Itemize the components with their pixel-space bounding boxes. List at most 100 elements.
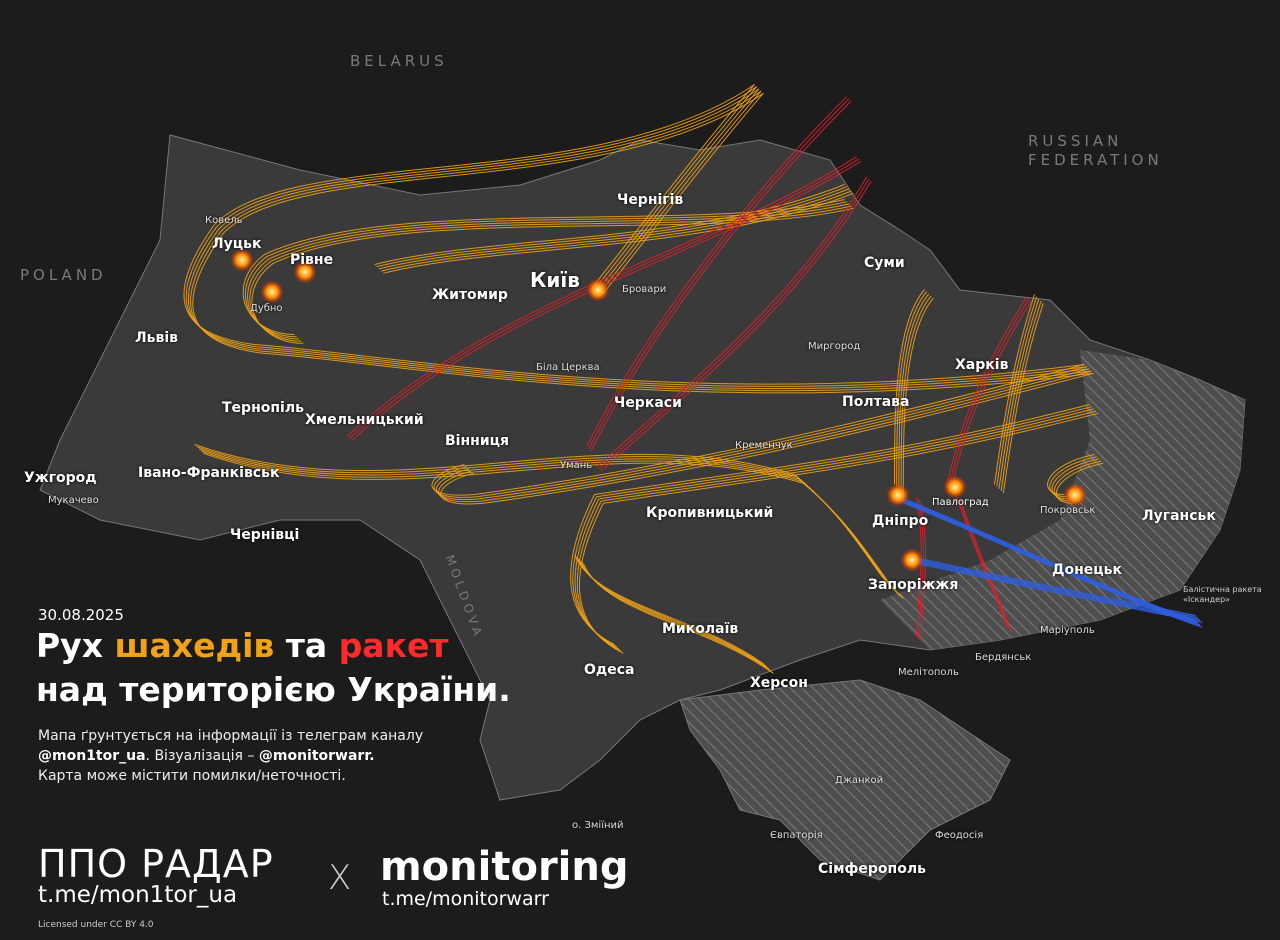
missile-route — [600, 180, 872, 472]
city-ternopil: Тернопіль — [222, 400, 304, 416]
city-lutsk: Луцьк — [212, 236, 262, 252]
city-myrhorod: Миргород — [808, 341, 861, 352]
city-mariupol: Маріуполь — [1040, 625, 1095, 636]
city-zhytomyr: Житомир — [432, 287, 508, 303]
city-sumy: Суми — [864, 255, 905, 271]
shahed-route — [433, 366, 1087, 498]
city-kherson: Херсон — [750, 675, 808, 691]
shahed-route — [600, 90, 762, 292]
shahed-route — [596, 86, 758, 288]
legend-ballistic: Балістична ракета «Іскандер» — [1183, 585, 1262, 605]
city-yevpatoria: Євпаторія — [770, 830, 823, 841]
city-mukachevo: Мукачево — [48, 495, 99, 506]
city-berdiansk: Бердянськ — [975, 652, 1032, 663]
city-dubno: Дубно — [250, 303, 283, 314]
shahed-route — [576, 410, 1097, 652]
city-odesa: Одеса — [584, 662, 635, 678]
shahed-route — [570, 404, 1090, 645]
title-line2: над територією України. — [36, 670, 511, 709]
shahed-route — [242, 199, 845, 335]
city-pokrovsk: Покровськ — [1040, 505, 1096, 516]
shahed-route — [900, 295, 932, 492]
missile-route — [588, 98, 850, 450]
city-cherkasy: Черкаси — [614, 395, 682, 411]
city-dzhankoi: Джанкой — [835, 775, 884, 786]
desc-mid: . Візуалізація – — [145, 748, 259, 764]
title-shaheds: шахедів — [114, 626, 275, 665]
shahed-route — [192, 92, 1094, 394]
page-title: Рух шахедів та ракет над територією Укра… — [36, 624, 511, 712]
description: Мапа ґрунтується на інформації із телегр… — [38, 726, 423, 786]
shahed-route — [247, 203, 850, 340]
explosion-icon — [586, 278, 610, 302]
shahed-route — [435, 368, 1090, 501]
city-feodosia: Феодосія — [935, 830, 984, 841]
shahed-route — [582, 563, 774, 674]
shahed-route — [249, 205, 852, 342]
shahed-route — [602, 92, 764, 294]
explosion-icon — [943, 475, 967, 499]
title-part1: Рух — [36, 626, 115, 665]
desc-line3: Карта може містити помилки/неточності. — [38, 768, 346, 784]
missile-route — [946, 296, 1028, 487]
city-khmelnytskyi: Хмельницький — [305, 412, 424, 428]
city-bila-tserkva: Біла Церква — [536, 362, 600, 373]
city-zmiinyi: о. Зміїний — [572, 820, 624, 831]
city-ivano-frankivsk: Івано-Франківськ — [138, 465, 280, 481]
missile-route — [918, 498, 924, 639]
city-kropyvnytskyi: Кропивницький — [646, 505, 774, 521]
shahed-route — [594, 84, 755, 285]
city-mykolaiv: Миколаїв — [662, 621, 739, 637]
link-monitorwarr[interactable]: t.me/monitorwarr — [382, 888, 549, 910]
missile-route — [948, 298, 1030, 489]
city-kharkiv: Харків — [955, 357, 1009, 373]
city-vinnytsia: Вінниця — [445, 433, 509, 449]
city-chernihiv: Чернігів — [617, 192, 684, 208]
shahed-route — [896, 291, 928, 487]
missile-route — [598, 178, 870, 470]
shahed-route — [1000, 300, 1042, 492]
missile-route — [596, 176, 868, 468]
shahed-route — [1049, 456, 1097, 498]
explosions — [230, 248, 1087, 572]
explosion-icon — [900, 548, 924, 572]
city-melitopol: Мелітополь — [898, 667, 959, 678]
shahed-route — [996, 296, 1038, 487]
shahed-route — [1055, 462, 1104, 504]
ballistic-route — [912, 561, 1203, 623]
shahed-route — [376, 186, 847, 268]
city-donetsk: Донецьк — [1052, 562, 1122, 578]
shahed-route — [1051, 458, 1099, 500]
legend-ballistic-line2: «Іскандер» — [1183, 595, 1231, 604]
city-poltava: Полтава — [842, 394, 910, 410]
explosion-icon — [230, 248, 254, 272]
city-kyiv: Київ — [530, 268, 580, 292]
city-uzhhorod: Ужгород — [24, 470, 97, 486]
crimea-occupied — [679, 679, 1011, 881]
city-simferopol: Сімферополь — [818, 861, 926, 877]
ballistic-route — [907, 557, 1198, 619]
city-lviv: Львів — [135, 330, 178, 346]
country-label-russia-2: FEDERATION — [1028, 151, 1163, 169]
explosion-icon — [1063, 483, 1087, 507]
desc-line1: Мапа ґрунтується на інформації із телегр… — [38, 728, 424, 744]
shahed-route — [383, 192, 854, 274]
city-brovary: Бровари — [622, 284, 667, 295]
missile-route — [586, 96, 848, 447]
country-label-belarus: BELARUS — [350, 52, 448, 70]
shahed-route — [1053, 460, 1102, 502]
brand-ppo-radar-logo: ППО РАДАР — [38, 842, 274, 886]
brand-monitoring-logo: monitoring — [380, 844, 629, 890]
missile-route — [950, 300, 1032, 492]
ballistic-route — [905, 554, 1196, 617]
city-uman: Умань — [560, 460, 593, 471]
shahed-route — [902, 297, 934, 494]
desc-handle2: @monitorwarr. — [258, 748, 375, 764]
country-label-russia: RUSSIAN — [1028, 132, 1123, 150]
missile-route — [920, 501, 927, 642]
link-mon1tor-ua[interactable]: t.me/mon1tor_ua — [38, 882, 238, 908]
shahed-route — [251, 207, 854, 344]
city-kovel: Ковель — [205, 215, 243, 226]
shahed-route — [998, 298, 1040, 489]
title-missiles: ракет — [338, 626, 449, 665]
